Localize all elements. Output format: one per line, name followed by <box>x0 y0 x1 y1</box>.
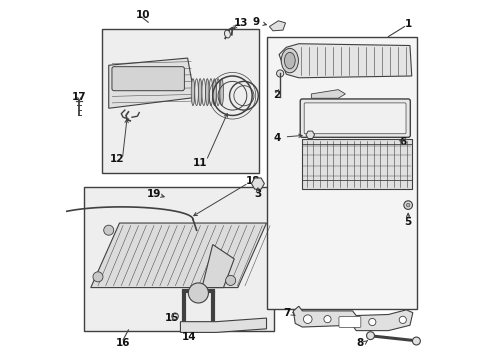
Polygon shape <box>202 244 234 288</box>
FancyBboxPatch shape <box>101 30 259 173</box>
Text: 4: 4 <box>273 133 281 143</box>
Text: 2: 2 <box>273 90 280 100</box>
Circle shape <box>93 272 103 282</box>
Ellipse shape <box>202 79 205 105</box>
Text: 17: 17 <box>72 92 87 102</box>
Circle shape <box>399 316 406 323</box>
Polygon shape <box>91 223 267 288</box>
FancyBboxPatch shape <box>304 103 406 134</box>
Text: 18: 18 <box>245 176 260 186</box>
Text: 9: 9 <box>252 17 259 27</box>
Ellipse shape <box>209 79 213 105</box>
Text: 5: 5 <box>405 217 412 227</box>
Polygon shape <box>180 318 267 332</box>
FancyBboxPatch shape <box>84 187 274 330</box>
Circle shape <box>276 70 284 77</box>
Circle shape <box>413 337 420 345</box>
Ellipse shape <box>281 48 298 73</box>
FancyBboxPatch shape <box>300 99 410 137</box>
Circle shape <box>303 315 312 323</box>
Polygon shape <box>109 58 195 108</box>
Circle shape <box>368 319 376 325</box>
Text: 15: 15 <box>165 314 180 323</box>
FancyBboxPatch shape <box>112 67 184 91</box>
Text: 16: 16 <box>116 338 130 348</box>
Ellipse shape <box>285 52 295 69</box>
Text: 11: 11 <box>193 158 207 168</box>
Ellipse shape <box>198 79 202 105</box>
Circle shape <box>404 201 413 210</box>
FancyBboxPatch shape <box>339 317 361 327</box>
Text: 3: 3 <box>254 189 262 199</box>
Circle shape <box>225 275 236 285</box>
Text: 8: 8 <box>356 338 364 348</box>
Text: 14: 14 <box>182 332 196 342</box>
Circle shape <box>367 332 374 339</box>
Polygon shape <box>279 44 412 78</box>
Ellipse shape <box>205 79 209 105</box>
Text: 19: 19 <box>147 189 161 199</box>
Polygon shape <box>270 21 286 31</box>
Text: 1: 1 <box>405 19 412 29</box>
Text: 10: 10 <box>136 10 150 20</box>
Ellipse shape <box>195 79 198 105</box>
Polygon shape <box>311 90 345 98</box>
Ellipse shape <box>220 79 223 105</box>
Text: 7: 7 <box>284 309 291 318</box>
Ellipse shape <box>213 79 216 105</box>
Text: 13: 13 <box>234 18 248 28</box>
Ellipse shape <box>216 79 220 105</box>
Ellipse shape <box>191 79 195 105</box>
Circle shape <box>406 203 410 207</box>
Polygon shape <box>294 306 413 330</box>
Circle shape <box>104 225 114 235</box>
Text: 12: 12 <box>109 154 124 164</box>
Circle shape <box>324 316 331 323</box>
Polygon shape <box>302 139 412 189</box>
FancyBboxPatch shape <box>267 37 417 309</box>
Ellipse shape <box>224 30 230 38</box>
Text: 6: 6 <box>399 137 406 147</box>
Circle shape <box>188 283 208 303</box>
